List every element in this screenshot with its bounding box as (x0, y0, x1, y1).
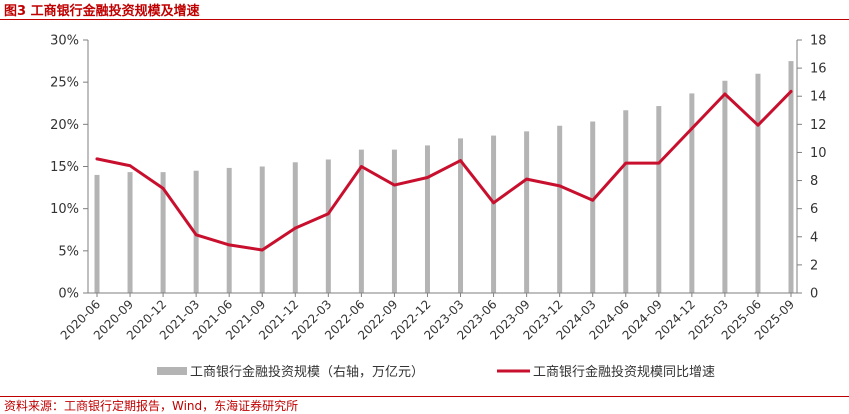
line-point (326, 212, 330, 216)
line-point (227, 243, 231, 247)
line-point (95, 157, 99, 161)
right-axis-tick-label: 0 (810, 287, 818, 302)
line-series (95, 89, 793, 252)
right-axis: 0 2 4 6 8 10 12 14 16 18 (796, 34, 827, 302)
bar (325, 159, 331, 293)
bar (160, 172, 166, 293)
legend-swatch-bar (157, 367, 187, 375)
line-point (128, 164, 132, 168)
bar (259, 166, 265, 293)
legend-label-bar: 工商银行金融投资规模（右轴，万亿元） (190, 364, 424, 380)
line-point (426, 176, 429, 179)
left-axis-tick-label: 15% (50, 160, 79, 175)
bar (623, 110, 629, 294)
bar (94, 174, 100, 293)
left-axis-tick-label: 0% (58, 287, 79, 302)
bar (656, 106, 662, 293)
line-point (657, 161, 661, 165)
right-axis-tick-label: 4 (810, 230, 818, 245)
left-axis-tick-label: 5% (58, 244, 79, 259)
bar (193, 170, 199, 293)
line-point (293, 226, 297, 230)
title-rule (0, 19, 849, 20)
line-point (723, 92, 727, 96)
line-point (591, 198, 595, 202)
bar (722, 80, 728, 293)
left-axis: 0% 5% 10% 15% 20% 25% 30% (50, 34, 89, 302)
line-point (624, 161, 628, 165)
left-axis-tick-label: 20% (50, 118, 79, 133)
right-axis-tick-label: 16 (810, 62, 827, 77)
line-point (492, 201, 495, 205)
line-point (260, 248, 264, 252)
line-point (393, 183, 396, 187)
bar (524, 131, 530, 293)
line-point (690, 127, 694, 130)
bar (424, 145, 430, 293)
right-axis-tick-label: 10 (810, 146, 827, 161)
line-point (194, 233, 198, 237)
bar (391, 149, 397, 293)
growth-line (95, 89, 793, 252)
left-axis-tick-label: 25% (50, 76, 79, 91)
line-point (525, 177, 529, 181)
bar (755, 73, 761, 293)
bar (226, 167, 232, 293)
bar (788, 61, 794, 294)
right-axis-tick-label: 14 (810, 90, 827, 105)
bar (127, 172, 133, 293)
right-axis-tick-label: 6 (810, 202, 818, 217)
left-axis-tick-label: 10% (50, 202, 79, 217)
line-point (558, 184, 562, 188)
right-axis-tick-label: 8 (810, 174, 818, 189)
chart-title: 图3 工商银行金融投资规模及增速 (4, 4, 200, 19)
line-point (756, 123, 760, 127)
bar-series (94, 61, 794, 294)
line-point (789, 90, 793, 93)
bar (491, 135, 497, 293)
bar (458, 138, 464, 293)
bar (590, 121, 596, 294)
source-note: 资料来源：工商银行定期报告，Wind，东海证券研究所 (4, 399, 299, 413)
right-axis-tick-label: 12 (810, 118, 827, 133)
line-point (459, 159, 462, 162)
bar (689, 93, 695, 294)
right-axis-tick-label: 18 (810, 34, 827, 49)
line-point (161, 187, 165, 190)
legend: 工商银行金融投资规模（右轴，万亿元） 工商银行金融投资规模同比增速 (157, 364, 715, 380)
legend-label-line: 工商银行金融投资规模同比增速 (533, 364, 715, 380)
source-rule (0, 396, 849, 397)
right-axis-tick-label: 2 (810, 258, 818, 273)
x-axis: 2020-062020-092020-122021-032021-062021-… (58, 292, 797, 343)
bar (358, 149, 364, 293)
left-axis-tick-label: 30% (50, 34, 79, 49)
chart: 0% 5% 10% 15% 20% 25% 30% 0 2 4 6 8 10 12 14 16 18 2020… (50, 34, 827, 381)
line-point (359, 165, 363, 168)
bar (557, 125, 563, 293)
